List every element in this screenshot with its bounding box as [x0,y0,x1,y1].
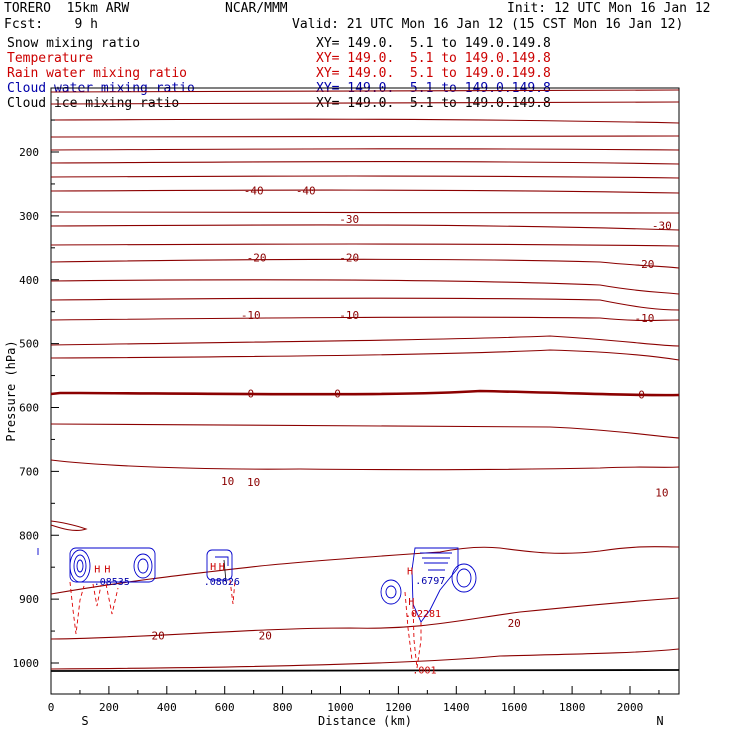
temperature-contour [50,258,680,269]
temperature-label: 0 [334,387,341,400]
temperature-labels: -40 -40 -30 -30 -20 -20 -20 -10 -10 -10 0 0 0 10 10 10 2… [151,184,671,642]
y-tick-label: 500 [19,338,39,351]
temperature-label: 20 [508,617,521,630]
cloud-label: H [94,564,100,575]
temperature-label: 10 [655,486,668,499]
cloud-label: H [104,564,110,575]
x-tick-label: 1600 [501,701,528,714]
cloud-contours [37,547,477,669]
temperature-contour [50,135,680,138]
temperature-contour [50,459,680,471]
legend-rain-label: Rain water mixing ratio [7,66,188,81]
legend-temperature-label: Temperature [7,51,94,66]
temperature-label: -20 [339,251,359,264]
x-tick-label: 1200 [385,701,412,714]
temperature-contour [50,335,680,347]
ground-line [50,669,680,672]
temperature-contour [50,148,680,151]
cloud-label: .02281 [405,609,441,620]
cloud-label: .08626 [204,577,240,588]
temperature-label: -30 [652,219,672,232]
temperature-contour [50,101,680,105]
temperature-label: -20 [247,251,267,264]
temperature-contour [50,520,88,532]
temperature-label: 20 [259,630,272,643]
x-tick-label: 0 [48,701,55,714]
left-end-label: S [81,714,88,728]
temperature-label: -10 [241,309,261,322]
temperature-label: 10 [221,475,234,488]
legend-temperature-xy: XY= 149.0. 5.1 to 149.0.149.8 [316,51,551,66]
y-tick-label: 800 [19,529,39,542]
temperature-contours [50,89,680,672]
temperature-contour [50,118,680,124]
right-end-label: N [656,714,663,728]
x-tick-label: 1000 [327,701,354,714]
legend-rain-xy: XY= 149.0. 5.1 to 149.0.149.8 [316,66,551,81]
temperature-contour [50,161,680,165]
temperature-contour [50,189,680,194]
temperature-contour [50,423,680,439]
temperature-contour [50,316,680,322]
temperature-contour [50,279,680,295]
plot-frame [50,87,680,695]
temperature-contour [50,224,680,231]
temperature-contour [50,89,680,93]
temperature-contour [50,597,680,640]
center-title: NCAR/MMM [225,1,288,16]
x-axis-label: Distance (km) [318,714,412,728]
temperature-label: 0 [638,389,645,402]
temperature-contour [50,297,680,311]
y-tick-label: 700 [19,465,39,478]
temperature-contour [50,243,680,247]
y-tick-label: 400 [19,274,39,287]
temperature-label: -40 [244,184,264,197]
init-time: Init: 12 UTC Mon 16 Jan 12 [507,1,711,16]
temperature-label: -40 [296,184,316,197]
temperature-contour [50,546,680,595]
legend-snow-xy: XY= 149.0. 5.1 to 149.0.149.8 [316,36,551,51]
temperature-label: -20 [635,258,655,271]
x-tick-label: 2000 [617,701,644,714]
cloud-label: .08535 [94,577,130,588]
x-tick-label: 1400 [443,701,470,714]
temperature-contour [50,648,680,670]
y-axis-label: Pressure (hPa) [4,340,18,441]
cloud-label: .6797 [415,576,445,587]
cloud-label: H [407,566,413,577]
valid-time: Valid: 21 UTC Mon 16 Jan 12 (15 CST Mon … [292,17,684,32]
x-tick-label: 600 [215,701,235,714]
y-tick-label: 300 [19,210,39,223]
y-tick-label: 900 [19,593,39,606]
temperature-contour [50,211,680,214]
temperature-contour [50,389,680,397]
x-tick-label: 400 [157,701,177,714]
x-tick-label: 1800 [559,701,586,714]
y-tick-label: 600 [19,402,39,415]
temperature-label: 0 [247,387,254,400]
temperature-label: -10 [635,312,655,325]
axes: 0 200 400 600 800 1000 1200 1400 1600 1800 2000200… [4,119,664,728]
temperature-contour [50,349,680,361]
cloud-label: H [219,562,225,573]
y-tick-label: 1000 [13,657,40,670]
cloud-label: H [210,562,216,573]
legend-snow-label: Snow mixing ratio [7,36,141,51]
temperature-label: 20 [151,630,164,643]
y-tick-label: 200 [19,146,39,159]
forecast-hour: Fcst: 9 h [4,17,98,32]
temperature-label: -30 [339,213,359,226]
model-title: TORERO 15km ARW [4,1,130,16]
x-tick-label: 800 [273,701,293,714]
x-tick-label: 200 [99,701,119,714]
temperature-label: -10 [339,309,359,322]
cloud-label: H [408,597,414,608]
cloud-label: .001 [412,665,436,676]
temperature-label: 10 [247,476,260,489]
temperature-contour [50,175,680,179]
